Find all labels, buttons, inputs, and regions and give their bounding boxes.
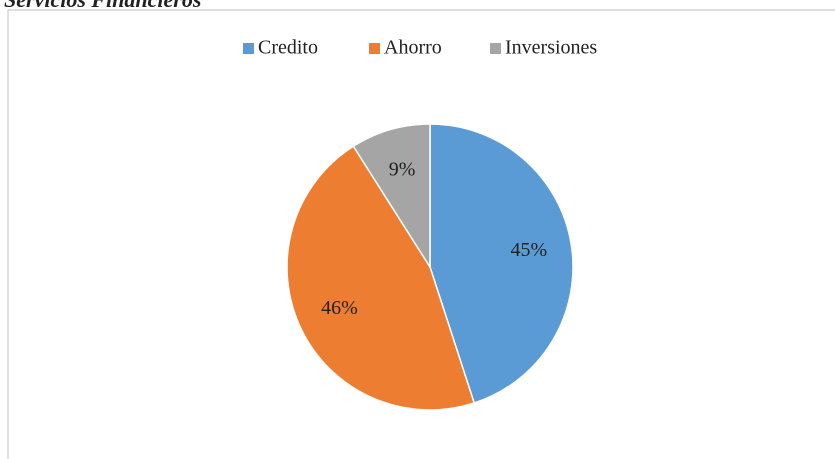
chart-title: Servicios Financieros — [4, 0, 201, 12]
legend-label: Inversiones — [505, 37, 597, 59]
legend-label: Credito — [258, 37, 318, 59]
data-label: 46% — [321, 297, 358, 319]
pie-slice — [352, 123, 431, 270]
chart-frame — [7, 9, 835, 459]
pie-slice — [429, 123, 574, 404]
legend-swatch — [243, 43, 254, 54]
legend-label: Ahorro — [384, 37, 442, 59]
data-label: 9% — [389, 158, 416, 180]
legend-swatch — [369, 43, 380, 54]
pie-slice — [286, 145, 476, 411]
data-label: 45% — [511, 239, 548, 261]
legend-swatch — [490, 43, 501, 54]
